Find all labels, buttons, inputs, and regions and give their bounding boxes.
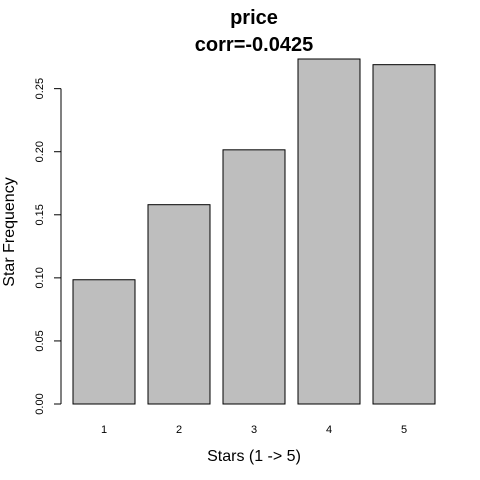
y-axis-label: Star Frequency (1, 177, 18, 286)
bar-1 (72, 279, 136, 405)
y-tick-label: 0.05 (34, 330, 46, 351)
x-tick-label-1: 1 (101, 424, 107, 436)
y-tick-label: 0.25 (34, 78, 46, 99)
y-tick-label: 0.00 (34, 393, 46, 414)
y-tick-label: 0.10 (34, 267, 46, 288)
bar-2 (147, 204, 211, 405)
x-tick-label-5: 5 (401, 424, 407, 436)
x-tick-label-3: 3 (251, 424, 257, 436)
x-axis-label: Stars (1 -> 5) (207, 448, 301, 465)
y-tick-label: 0.20 (34, 141, 46, 162)
bar-3 (222, 149, 286, 405)
bar-4 (297, 58, 361, 405)
chart-title: price (230, 7, 278, 29)
x-tick-label-2: 2 (176, 424, 182, 436)
x-tick-label-4: 4 (326, 424, 332, 436)
y-tick-label: 0.15 (34, 204, 46, 225)
chart-subtitle: corr=-0.0425 (195, 34, 313, 56)
bars-group (72, 58, 436, 405)
x-tick-labels: 1 2 3 4 5 (101, 424, 407, 436)
y-axis: 0.00 0.05 0.10 0.15 0.20 0.25 (34, 78, 62, 415)
bar-5 (372, 64, 436, 405)
